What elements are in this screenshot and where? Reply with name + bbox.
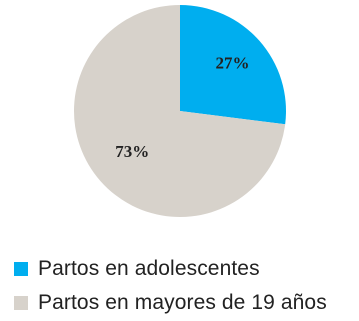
pie-slices — [73, 4, 286, 217]
legend-item-mayores: Partos en mayores de 19 años — [14, 286, 327, 320]
legend-label-mayores: Partos en mayores de 19 años — [38, 291, 327, 314]
pie-slice-adolescentes — [180, 5, 286, 125]
legend-swatch-mayores — [14, 296, 28, 310]
legend: Partos en adolescentes Partos en mayores… — [14, 252, 327, 320]
pie-label-adolescentes: 27% — [216, 54, 250, 73]
pie-slice-labels: 27% 73% — [115, 54, 249, 161]
legend-label-adolescentes: Partos en adolescentes — [38, 257, 260, 280]
pie-label-mayores: 73% — [115, 142, 149, 161]
pie-slice-mayores — [73, 4, 286, 217]
legend-swatch-adolescentes — [14, 262, 28, 276]
legend-item-adolescentes: Partos en adolescentes — [14, 252, 327, 286]
